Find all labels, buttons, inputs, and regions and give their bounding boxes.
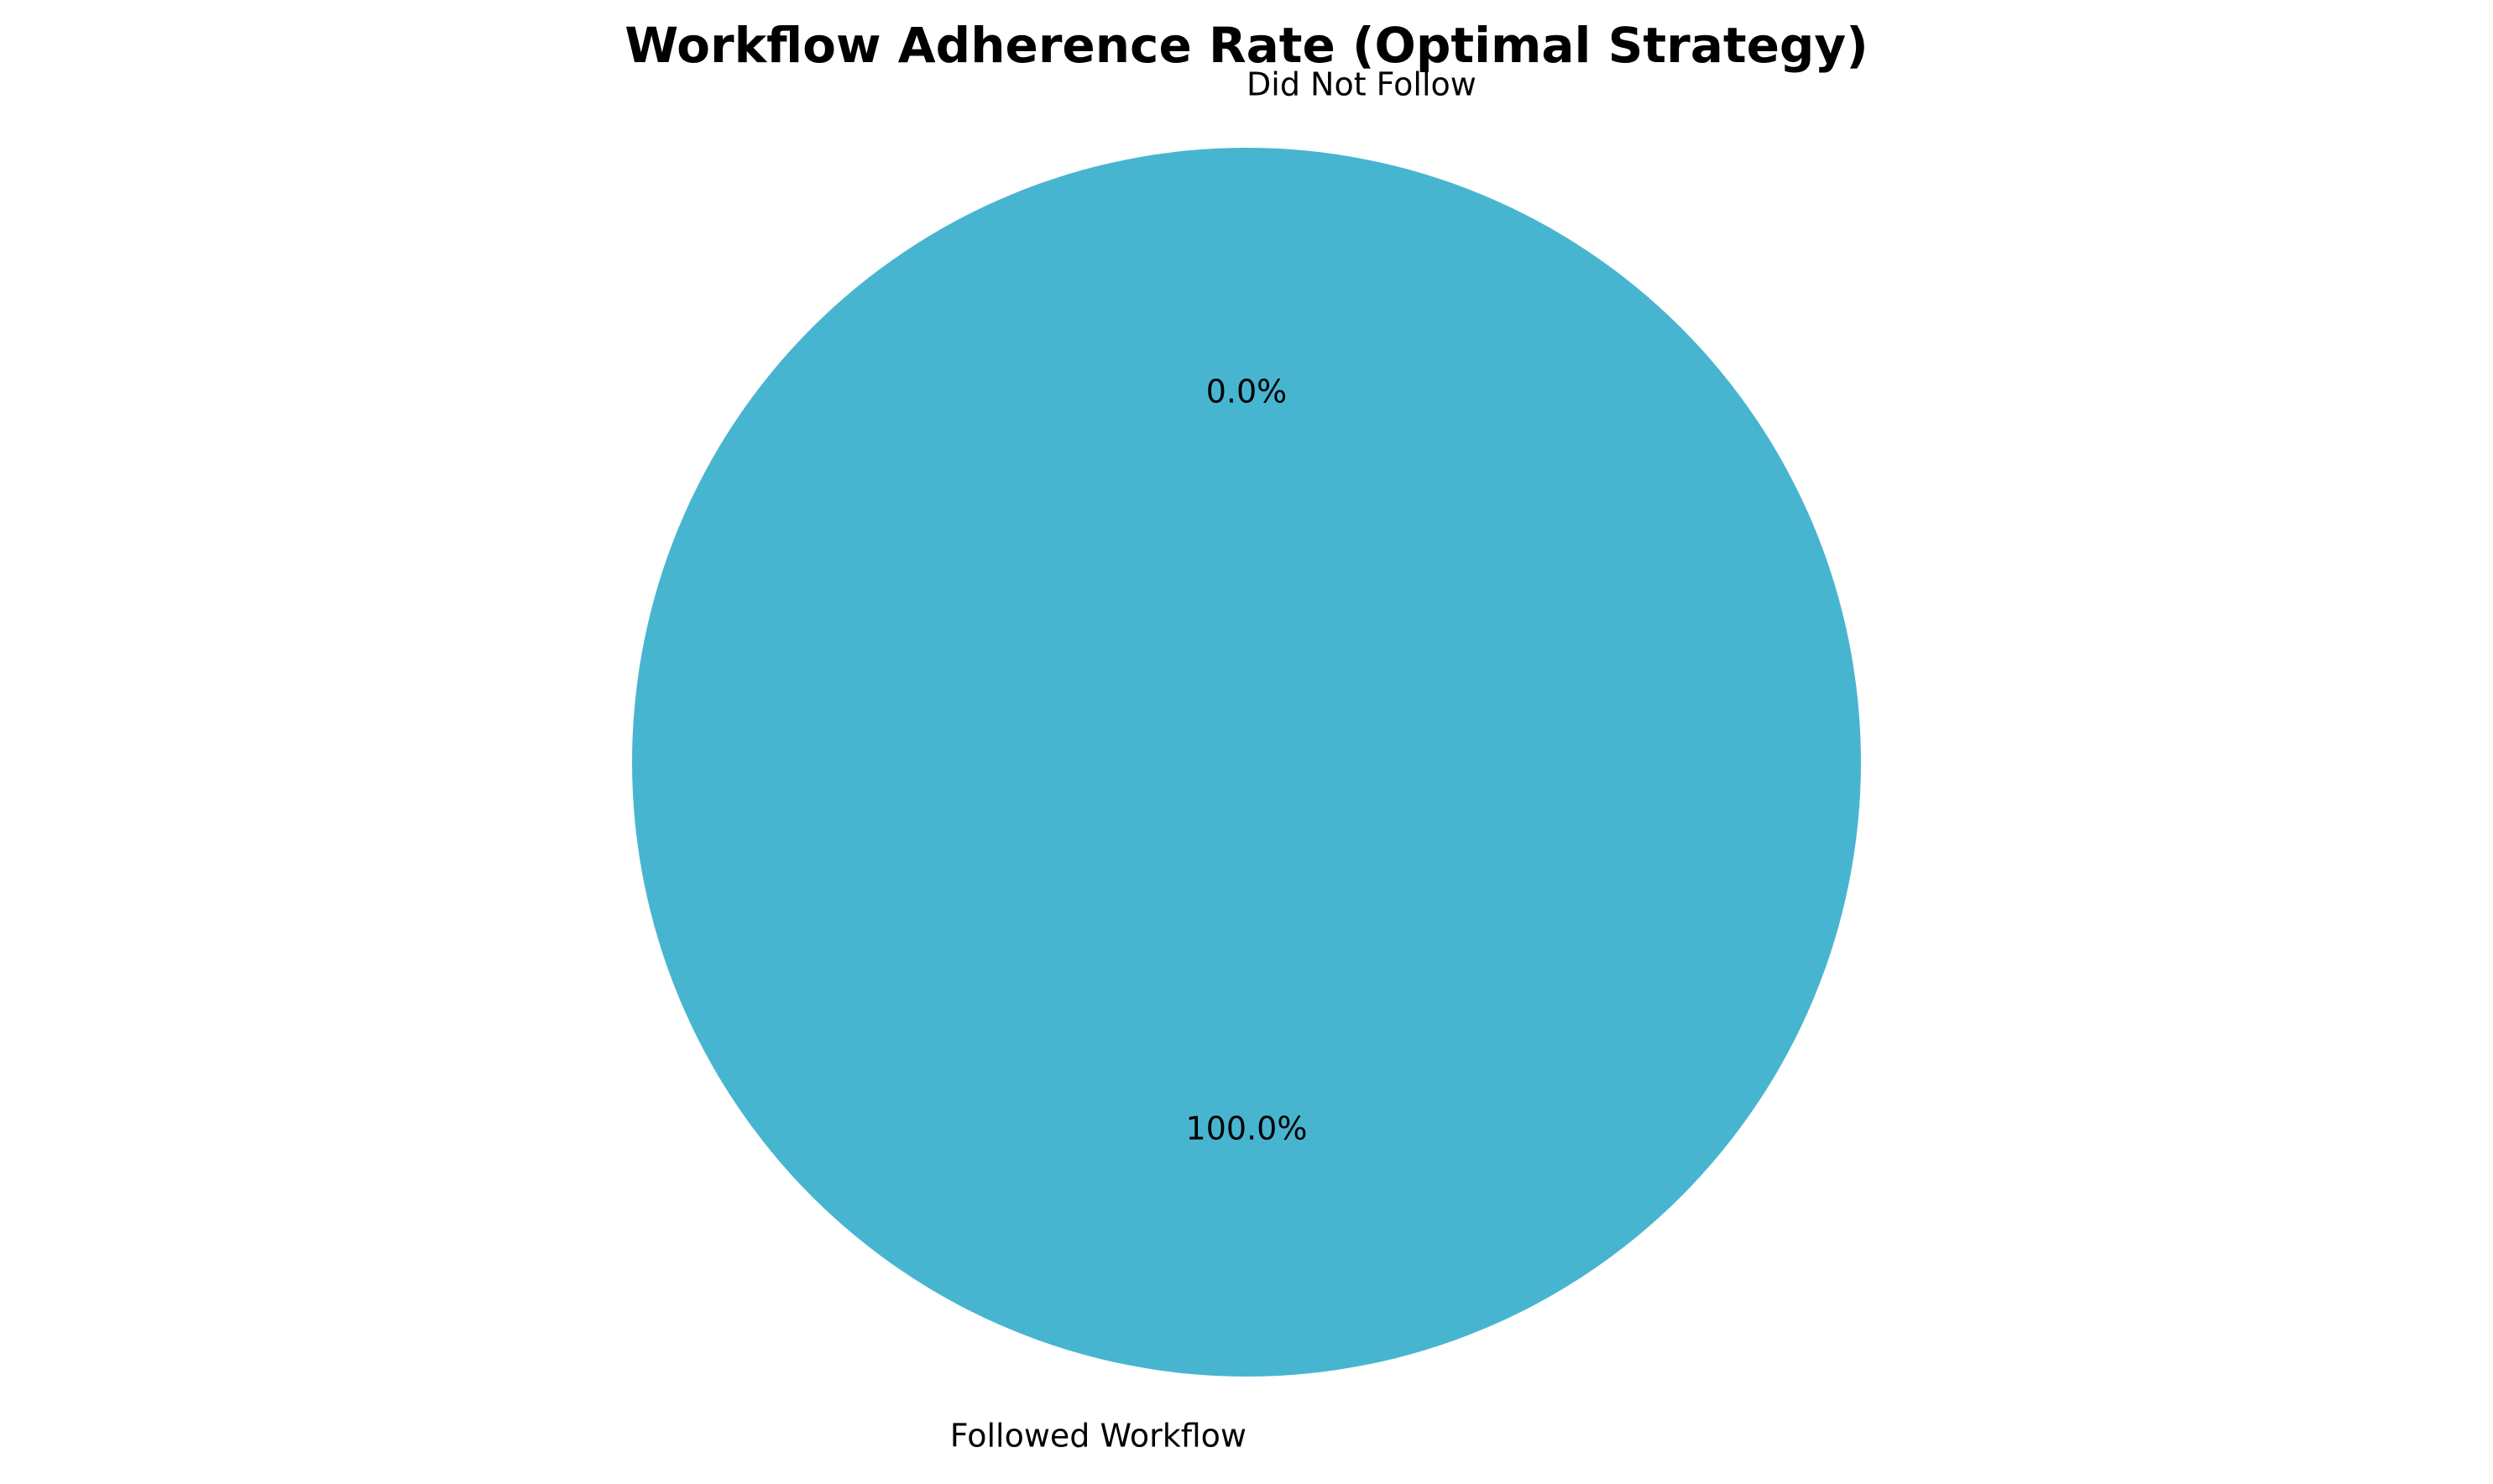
pie-slice [632,148,1861,1377]
pie-slices [632,148,1861,1377]
slice-label: Did Not Follow [1246,65,1476,102]
slice-label: Followed Workflow [950,1418,1246,1455]
pie-labels: Followed Workflow 100.0% Did Not Follow 0.0… [950,65,1476,1454]
slice-percent-label: 100.0% [1186,1110,1308,1147]
slice-percent-label: 0.0% [1206,373,1288,410]
chart-title: Workflow Adherence Rate (Optimal Strateg… [625,17,1868,74]
